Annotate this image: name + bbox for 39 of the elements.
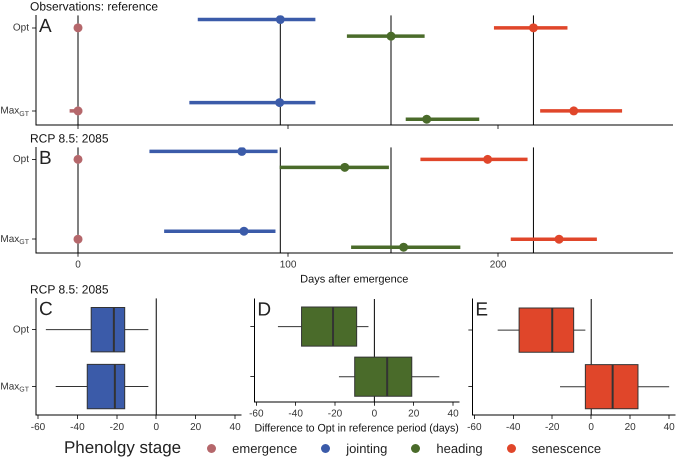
legend-label: emergence (232, 440, 298, 456)
annotation: A (39, 16, 52, 38)
x-tick-label: 20 (190, 422, 202, 433)
chart-title: Observations: reference (30, 0, 158, 14)
x-tick-label: -20 (545, 422, 560, 433)
x-tick-label: -40 (70, 422, 86, 433)
x-tick-label: 0 (153, 422, 160, 433)
x-tick-label: 0 (588, 422, 594, 433)
x-tick-label: -60 (30, 422, 46, 433)
annotation: C (39, 299, 53, 320)
chart-title: RCP 8.5: 2085 (30, 132, 109, 146)
legend-title: Phenolgy stage (64, 438, 182, 458)
x-tick-label: 100 (280, 260, 297, 271)
legend-label: jointing (346, 440, 388, 456)
annotation: B (39, 148, 52, 170)
legend-label: heading (436, 440, 483, 456)
y-tick-label: Opt (12, 22, 30, 34)
x-tick-label: 20 (624, 422, 636, 433)
x-axis-title: Difference to Opt in reference period (days) (254, 422, 459, 434)
legend-label: senescence (532, 440, 602, 456)
x-tick-label: 0 (75, 260, 82, 271)
x-tick-label: 40 (664, 422, 676, 433)
chart-title: RCP 8.5: 2085 (30, 282, 109, 297)
y-tick-label: Opt (12, 154, 30, 166)
x-tick-label: 40 (448, 408, 460, 420)
x-tick-label: -60 (249, 408, 264, 420)
x-tick-label: 200 (490, 260, 507, 271)
x-tick-label: 20 (408, 408, 420, 420)
x-axis-title: Days after emergence (300, 273, 408, 286)
x-tick-label: -40 (506, 422, 521, 433)
x-tick-label: -20 (110, 422, 124, 433)
annotation: E (475, 300, 488, 321)
y-tick-label: Opt (12, 324, 30, 336)
x-tick-label: 40 (230, 422, 242, 433)
annotation: D (257, 300, 272, 321)
x-tick-label: -60 (467, 422, 482, 433)
x-tick-label: -40 (288, 408, 304, 420)
x-tick-label: 0 (372, 408, 378, 420)
x-tick-label: -20 (328, 408, 343, 420)
